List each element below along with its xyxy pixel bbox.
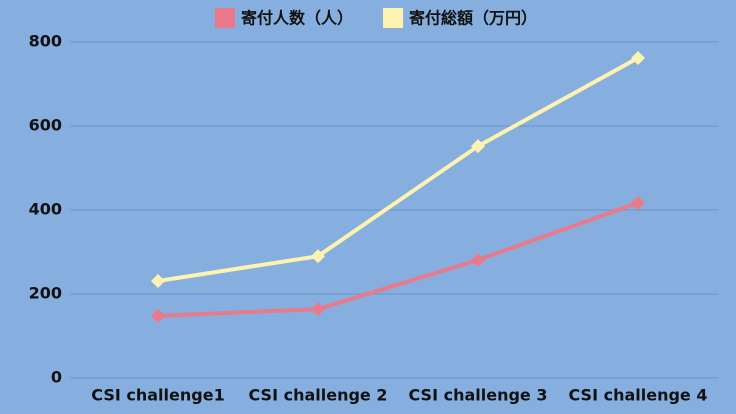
x-tick-label: CSI challenge 3 [409,386,548,405]
marker [471,252,485,267]
y-tick-label: 400 [29,200,62,219]
marker [471,139,485,154]
x-tick-label: CSI challenge1 [91,386,224,405]
legend-label: 寄付総額（万円） [409,9,537,28]
y-tick-label: 0 [51,368,62,387]
y-tick-label: 200 [29,284,62,303]
marker [151,308,165,323]
marker [631,50,645,65]
marker [631,195,645,210]
legend-swatch [383,8,404,28]
x-tick-label: CSI challenge 4 [569,386,708,405]
line [157,200,639,318]
marker [151,273,165,288]
y-tick-label: 600 [29,116,62,135]
line [157,56,639,283]
legend-swatch [215,8,235,28]
x-tick-label: CSI challenge 2 [249,386,388,405]
legend-label: 寄付人数（人） [241,9,353,28]
marker [311,249,325,264]
y-tick-label: 800 [29,32,62,51]
marker [311,302,325,317]
